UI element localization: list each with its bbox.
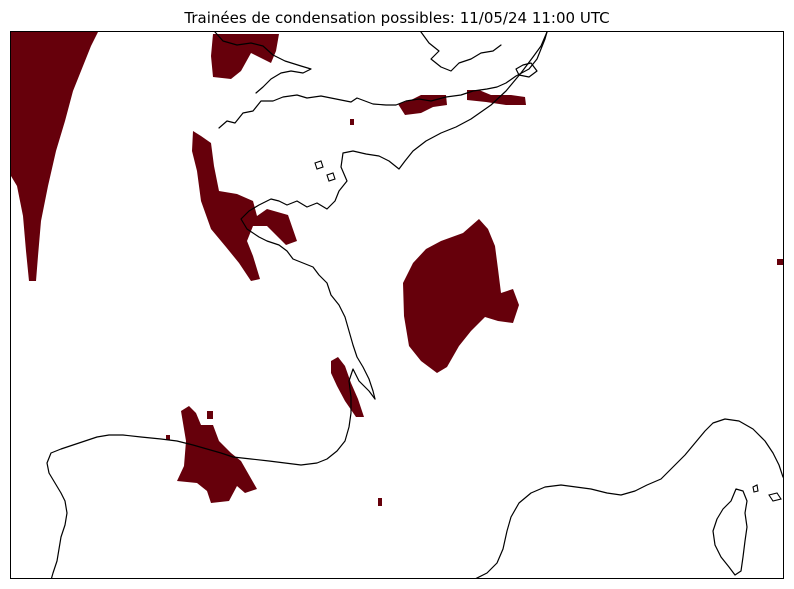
coastline-north-france [240,32,548,400]
contrail-area-northwest [11,32,98,281]
map-canvas [11,32,783,578]
contrail-area-small-1 [207,411,213,419]
coastline-thames [420,32,502,72]
contrail-area-small-3 [378,498,382,506]
contrail-area-small-5 [350,119,354,125]
contrail-area-channel-west [211,34,279,79]
island-corsica [712,488,748,576]
map-frame [10,31,784,579]
contrail-area-small-2 [166,435,170,440]
coastlines [46,32,783,578]
contrail-area-centre-france [403,219,519,373]
contrail-area-pyrenees-west [177,406,257,503]
coastline-mediterranean [475,418,783,578]
contrail-area-dover [467,90,526,105]
contrail-areas [11,32,783,506]
contrail-area-west-brittany [192,131,297,281]
contrail-area-gironde [331,357,364,417]
map-title: Trainées de condensation possibles: 11/0… [184,9,610,27]
contrail-area-channel-east [398,95,447,115]
island-guernsey [326,172,336,182]
coastline-south-england [218,32,548,129]
contrail-area-small-4 [777,259,783,265]
island-small-med [752,484,759,493]
coastline-biscay [46,368,376,578]
island-elba [768,492,782,502]
coastline-wales [214,32,312,94]
island-jersey [314,160,324,170]
